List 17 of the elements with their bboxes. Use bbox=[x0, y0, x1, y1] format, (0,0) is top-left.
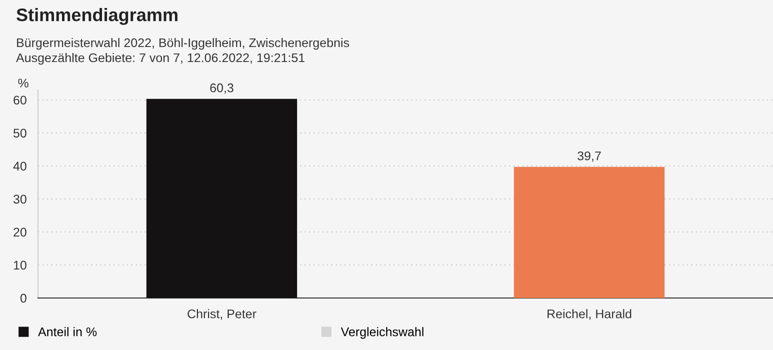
legend-label: Anteil in % bbox=[38, 327, 97, 336]
y-tick-label: 0 bbox=[20, 294, 26, 303]
data-label: 39,7 bbox=[578, 151, 601, 162]
y-axis-title: % bbox=[18, 78, 28, 88]
y-tick-label: 30 bbox=[13, 194, 26, 204]
y-tick-label: 50 bbox=[13, 128, 26, 138]
text: Ausgezählte Gebiete: 7 von 7, 12.06.2022, 19:21:51 bbox=[16, 53, 304, 65]
y-tick-label: 10 bbox=[14, 260, 26, 270]
x-tick-label: Reichel, Harald bbox=[548, 309, 632, 320]
y-tick-label: 20 bbox=[14, 228, 26, 237]
x-tick-label: Christ, Peter bbox=[188, 309, 256, 320]
chart-title: Stimmendiagramm bbox=[16, 8, 178, 25]
y-tick-label: 60 bbox=[14, 96, 26, 105]
data-label: 60,3 bbox=[210, 83, 234, 94]
y-tick-label: 40 bbox=[13, 162, 26, 171]
chart-subtitle: Bürgermeisterwahl 2022, Böhl-Iggelheim, Zwischenergebnis bbox=[17, 38, 350, 50]
legend-label: Vergleichswahl bbox=[340, 327, 424, 339]
